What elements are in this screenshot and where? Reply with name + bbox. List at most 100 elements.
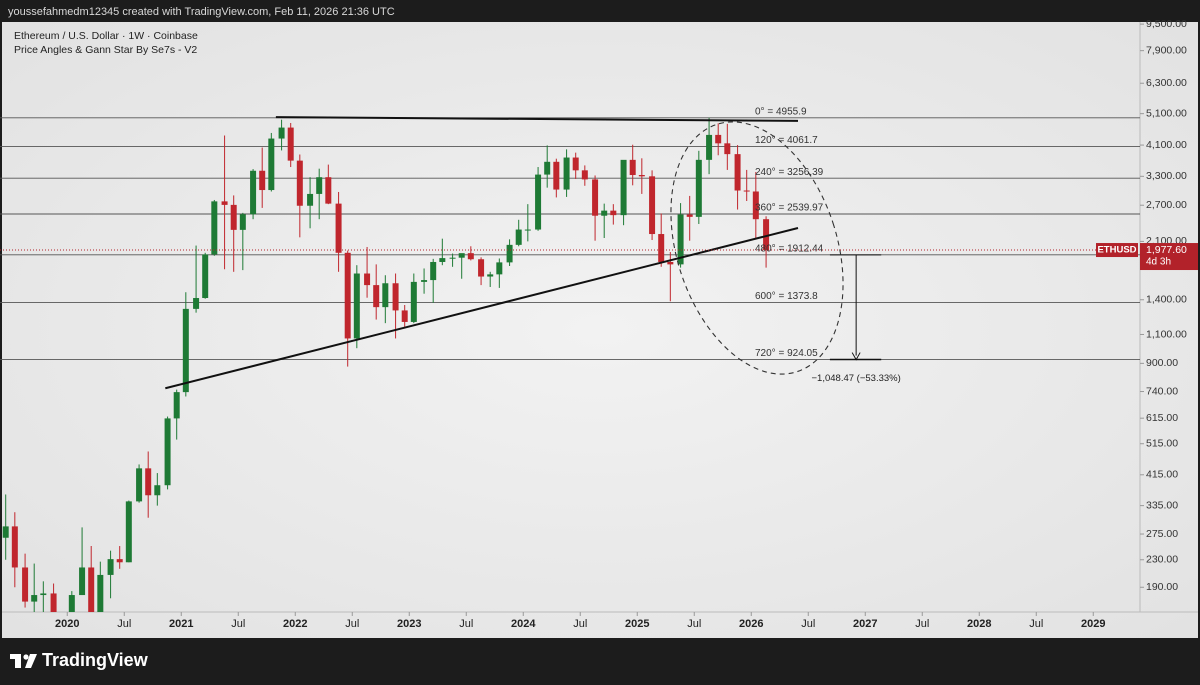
x-tick-label: 2028 [967,618,991,630]
candle-body [421,280,428,282]
candle-body [544,161,551,175]
candle-body [524,229,531,231]
x-tick-label: Jul [687,618,701,630]
candle-body [601,210,608,216]
x-tick-label: Jul [231,618,245,630]
candle-body [449,257,456,259]
logo-part [25,654,37,668]
candle-body [278,127,285,139]
measure-arrowhead [851,352,861,361]
candle-body [31,595,38,602]
candle-body [572,157,579,171]
y-tick-label: 615.00 [1146,412,1178,424]
gann-level-label: 600° = 1373.8 [755,291,818,302]
candle-body [706,134,713,160]
candle-body [373,285,380,308]
candle-body [250,170,257,215]
candle-body [487,274,494,277]
x-tick-label: 2026 [739,618,763,630]
gann-level-label: 0° = 4955.9 [755,106,807,117]
candle-body [439,258,446,262]
candle-body [22,567,29,602]
chart-title: Ethereum / U.S. Dollar · 1W · Coinbase [14,30,198,42]
candle-body [125,501,132,563]
candle-body [658,234,665,262]
candle-body [11,526,18,568]
x-tick-label: 2025 [625,618,649,630]
y-tick-label: 7,900.00 [1146,44,1187,56]
trendline [165,227,799,390]
candle-body [287,127,294,161]
trendline [275,116,799,122]
candle-body [173,392,180,419]
candle-body [638,175,645,177]
candle-body [107,559,114,575]
y-tick-label: 1,400.00 [1146,294,1187,306]
chart-subtitle: Price Angles & Gann Star By Se7s - V2 [14,44,197,56]
plot [0,117,1140,612]
candle-body [392,283,399,311]
candle-body [316,177,323,194]
gann-level-label: 720° = 924.05 [755,348,818,359]
y-tick-label: 1,100.00 [1146,328,1187,340]
candle-body [535,174,542,230]
y-tick-label: 4,100.00 [1146,139,1187,151]
price-label: 1,977.60 [1146,244,1187,256]
candle-body [116,559,123,563]
candle-body [695,159,702,217]
candle-body [629,159,636,176]
candle-body [307,193,314,206]
candle-body [458,253,465,258]
y-tick-label: 275.00 [1146,528,1178,540]
y-tick-label: 6,300.00 [1146,77,1187,89]
candle-body [743,190,750,192]
candle-body [649,176,656,235]
candle-body [734,154,741,191]
x-tick-label: 2023 [397,618,421,630]
x-tick-label: 2021 [169,618,193,630]
candle-body [40,593,47,596]
candle-body [193,298,200,309]
x-tick-label: Jul [801,618,815,630]
symbol-label: ETHUSD [1097,245,1136,256]
y-tick-label: 740.00 [1146,385,1178,397]
x-tick-label: Jul [573,618,587,630]
candle-body [79,567,86,596]
candle-body [182,308,189,393]
x-tick-label: 2024 [511,618,536,630]
y-tick-label: 515.00 [1146,437,1178,449]
candle-body [382,283,389,308]
candle-body [620,159,627,216]
footer-brand: TradingView [42,650,149,670]
x-tick-label: Jul [345,618,359,630]
candle-body [581,170,588,180]
x-tick-label: Jul [1029,618,1043,630]
gann-level-label: 360° = 2539.97 [755,203,824,214]
countdown-label: 4d 3h [1146,257,1171,268]
candle-body [467,253,474,260]
candle-body [344,252,351,339]
y-tick-label: 900.00 [1146,357,1178,369]
candle-body [202,254,209,299]
projection-curve [670,121,844,375]
candle-body [296,160,303,206]
x-tick-label: 2027 [853,618,877,630]
candle-body [364,273,371,286]
x-tick-label: 2022 [283,618,307,630]
candle-body [268,138,275,191]
candle-body [515,229,522,245]
candle-body [686,214,693,217]
candle-body [677,214,684,265]
candle-body [2,526,9,538]
candle-body [353,273,360,339]
y-tick-label: 415.00 [1146,469,1178,481]
y-tick-label: 2,700.00 [1146,199,1187,211]
price-badge [1140,243,1198,271]
candle-body [752,191,759,220]
symbol-badge [1096,243,1138,258]
candle-body [430,261,437,281]
candle-body [506,244,513,263]
candle-body [211,201,218,255]
candle-body [97,574,104,612]
